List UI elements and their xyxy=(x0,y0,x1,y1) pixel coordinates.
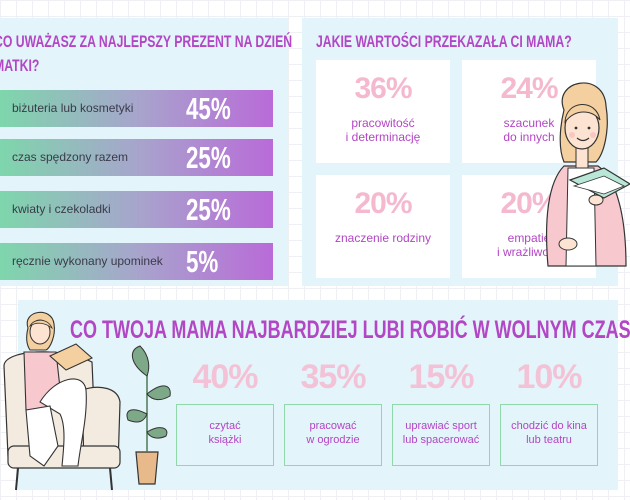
hobby-percent: 40% xyxy=(192,358,258,396)
value-card-label-line2: do innych xyxy=(503,130,555,144)
hobby-label: uprawiać sport lub spacerować xyxy=(393,419,489,447)
gift-bar-label: biżuteria lub kosmetyki xyxy=(12,101,134,115)
value-card-label-line1: szacunek xyxy=(503,116,555,130)
hobby-percent: 35% xyxy=(300,358,366,396)
hobby-label-line2: w ogrodzie xyxy=(306,434,360,446)
value-card-label: znaczenie rodziny xyxy=(316,231,450,245)
gift-bar: biżuteria lub kosmetyki 45% xyxy=(0,90,273,127)
hobby-label: pracować w ogrodzie xyxy=(285,419,381,447)
hobby-percent: 15% xyxy=(408,358,474,396)
value-card-label-line1: empatię xyxy=(507,231,551,245)
value-card: 20% znaczenie rodziny xyxy=(316,175,450,278)
hobby-box: czytać książki xyxy=(176,404,274,466)
gift-bar-percent: 45% xyxy=(186,91,231,126)
hobby-percent: 10% xyxy=(516,358,582,396)
hobbies-title: CO TWOJA MAMA NAJBARDZIEJ LUBI ROBIĆ W W… xyxy=(70,316,630,345)
hobby-label-line2: lub teatru xyxy=(526,434,572,446)
hobby-label-line2: książki xyxy=(208,434,242,446)
hobby-label-line2: lub spacerować xyxy=(402,434,480,446)
value-card-label-line2: i determinację xyxy=(345,130,421,144)
gift-panel: CO UWAŻASZ ZA NAJLEPSZY PREZENT NA DZIEŃ… xyxy=(0,18,292,286)
value-card-percent: 36% xyxy=(354,72,412,105)
gift-bar-percent: 5% xyxy=(186,244,219,279)
hobby-label-line1: pracować xyxy=(309,420,357,432)
value-card-percent: 20% xyxy=(354,187,412,220)
hobby-label-line1: chodzić do kina xyxy=(511,420,587,432)
value-card-percent: 24% xyxy=(500,72,558,105)
hobby-label-line1: uprawiać sport xyxy=(405,420,477,432)
gift-title: CO UWAŻASZ ZA NAJLEPSZY PREZENT NA DZIEŃ… xyxy=(0,30,414,78)
hobby-label: chodzić do kina lub teatru xyxy=(501,419,597,447)
hobby-box: pracować w ogrodzie xyxy=(284,404,382,466)
gift-bar-percent: 25% xyxy=(186,140,231,175)
value-card-label: empatię i wrażliwość xyxy=(462,231,596,259)
hobbies-title-text: CO TWOJA MAMA NAJBARDZIEJ LUBI ROBIĆ W W… xyxy=(70,316,630,344)
gift-bar-label: kwiaty i czekoladki xyxy=(12,202,111,216)
value-card-label-line2: i wrażliwość xyxy=(496,245,561,259)
gift-bar-label: czas spędzony razem xyxy=(12,150,129,164)
value-card-label-line1: pracowitość xyxy=(351,116,415,130)
value-card-label: pracowitość i determinację xyxy=(316,116,450,144)
value-card-label: szacunek do innych xyxy=(462,116,596,144)
value-card-label-line1: znaczenie rodziny xyxy=(334,231,432,245)
values-title-text: JAKIE WARTOŚCI PRZEKAZAŁA CI MAMA? xyxy=(316,32,572,51)
gift-bar: czas spędzony razem 25% xyxy=(0,139,273,176)
hobby-box: chodzić do kina lub teatru xyxy=(500,404,598,466)
value-card: 36% pracowitość i determinację xyxy=(316,60,450,163)
gift-bar-percent: 25% xyxy=(186,192,231,227)
hobby-label: czytać książki xyxy=(177,419,273,447)
woman-in-armchair-illustration xyxy=(3,311,171,491)
gift-bar: kwiaty i czekoladki 25% xyxy=(0,191,273,228)
gift-title-line2: MATKI? xyxy=(0,56,40,75)
values-title: JAKIE WARTOŚCI PRZEKAZAŁA CI MAMA? xyxy=(316,32,630,52)
hobby-box: uprawiać sport lub spacerować xyxy=(392,404,490,466)
gift-bar-label: ręcznie wykonany upominek xyxy=(12,254,163,268)
gift-title-line1: CO UWAŻASZ ZA NAJLEPSZY PREZENT NA DZIEŃ xyxy=(0,32,293,51)
gift-bar: ręcznie wykonany upominek 5% xyxy=(0,243,273,280)
woman-reading-illustration xyxy=(545,82,630,267)
hobby-label-line1: czytać xyxy=(209,420,241,432)
values-panel: JAKIE WARTOŚCI PRZEKAZAŁA CI MAMA? 36% p… xyxy=(302,18,630,286)
